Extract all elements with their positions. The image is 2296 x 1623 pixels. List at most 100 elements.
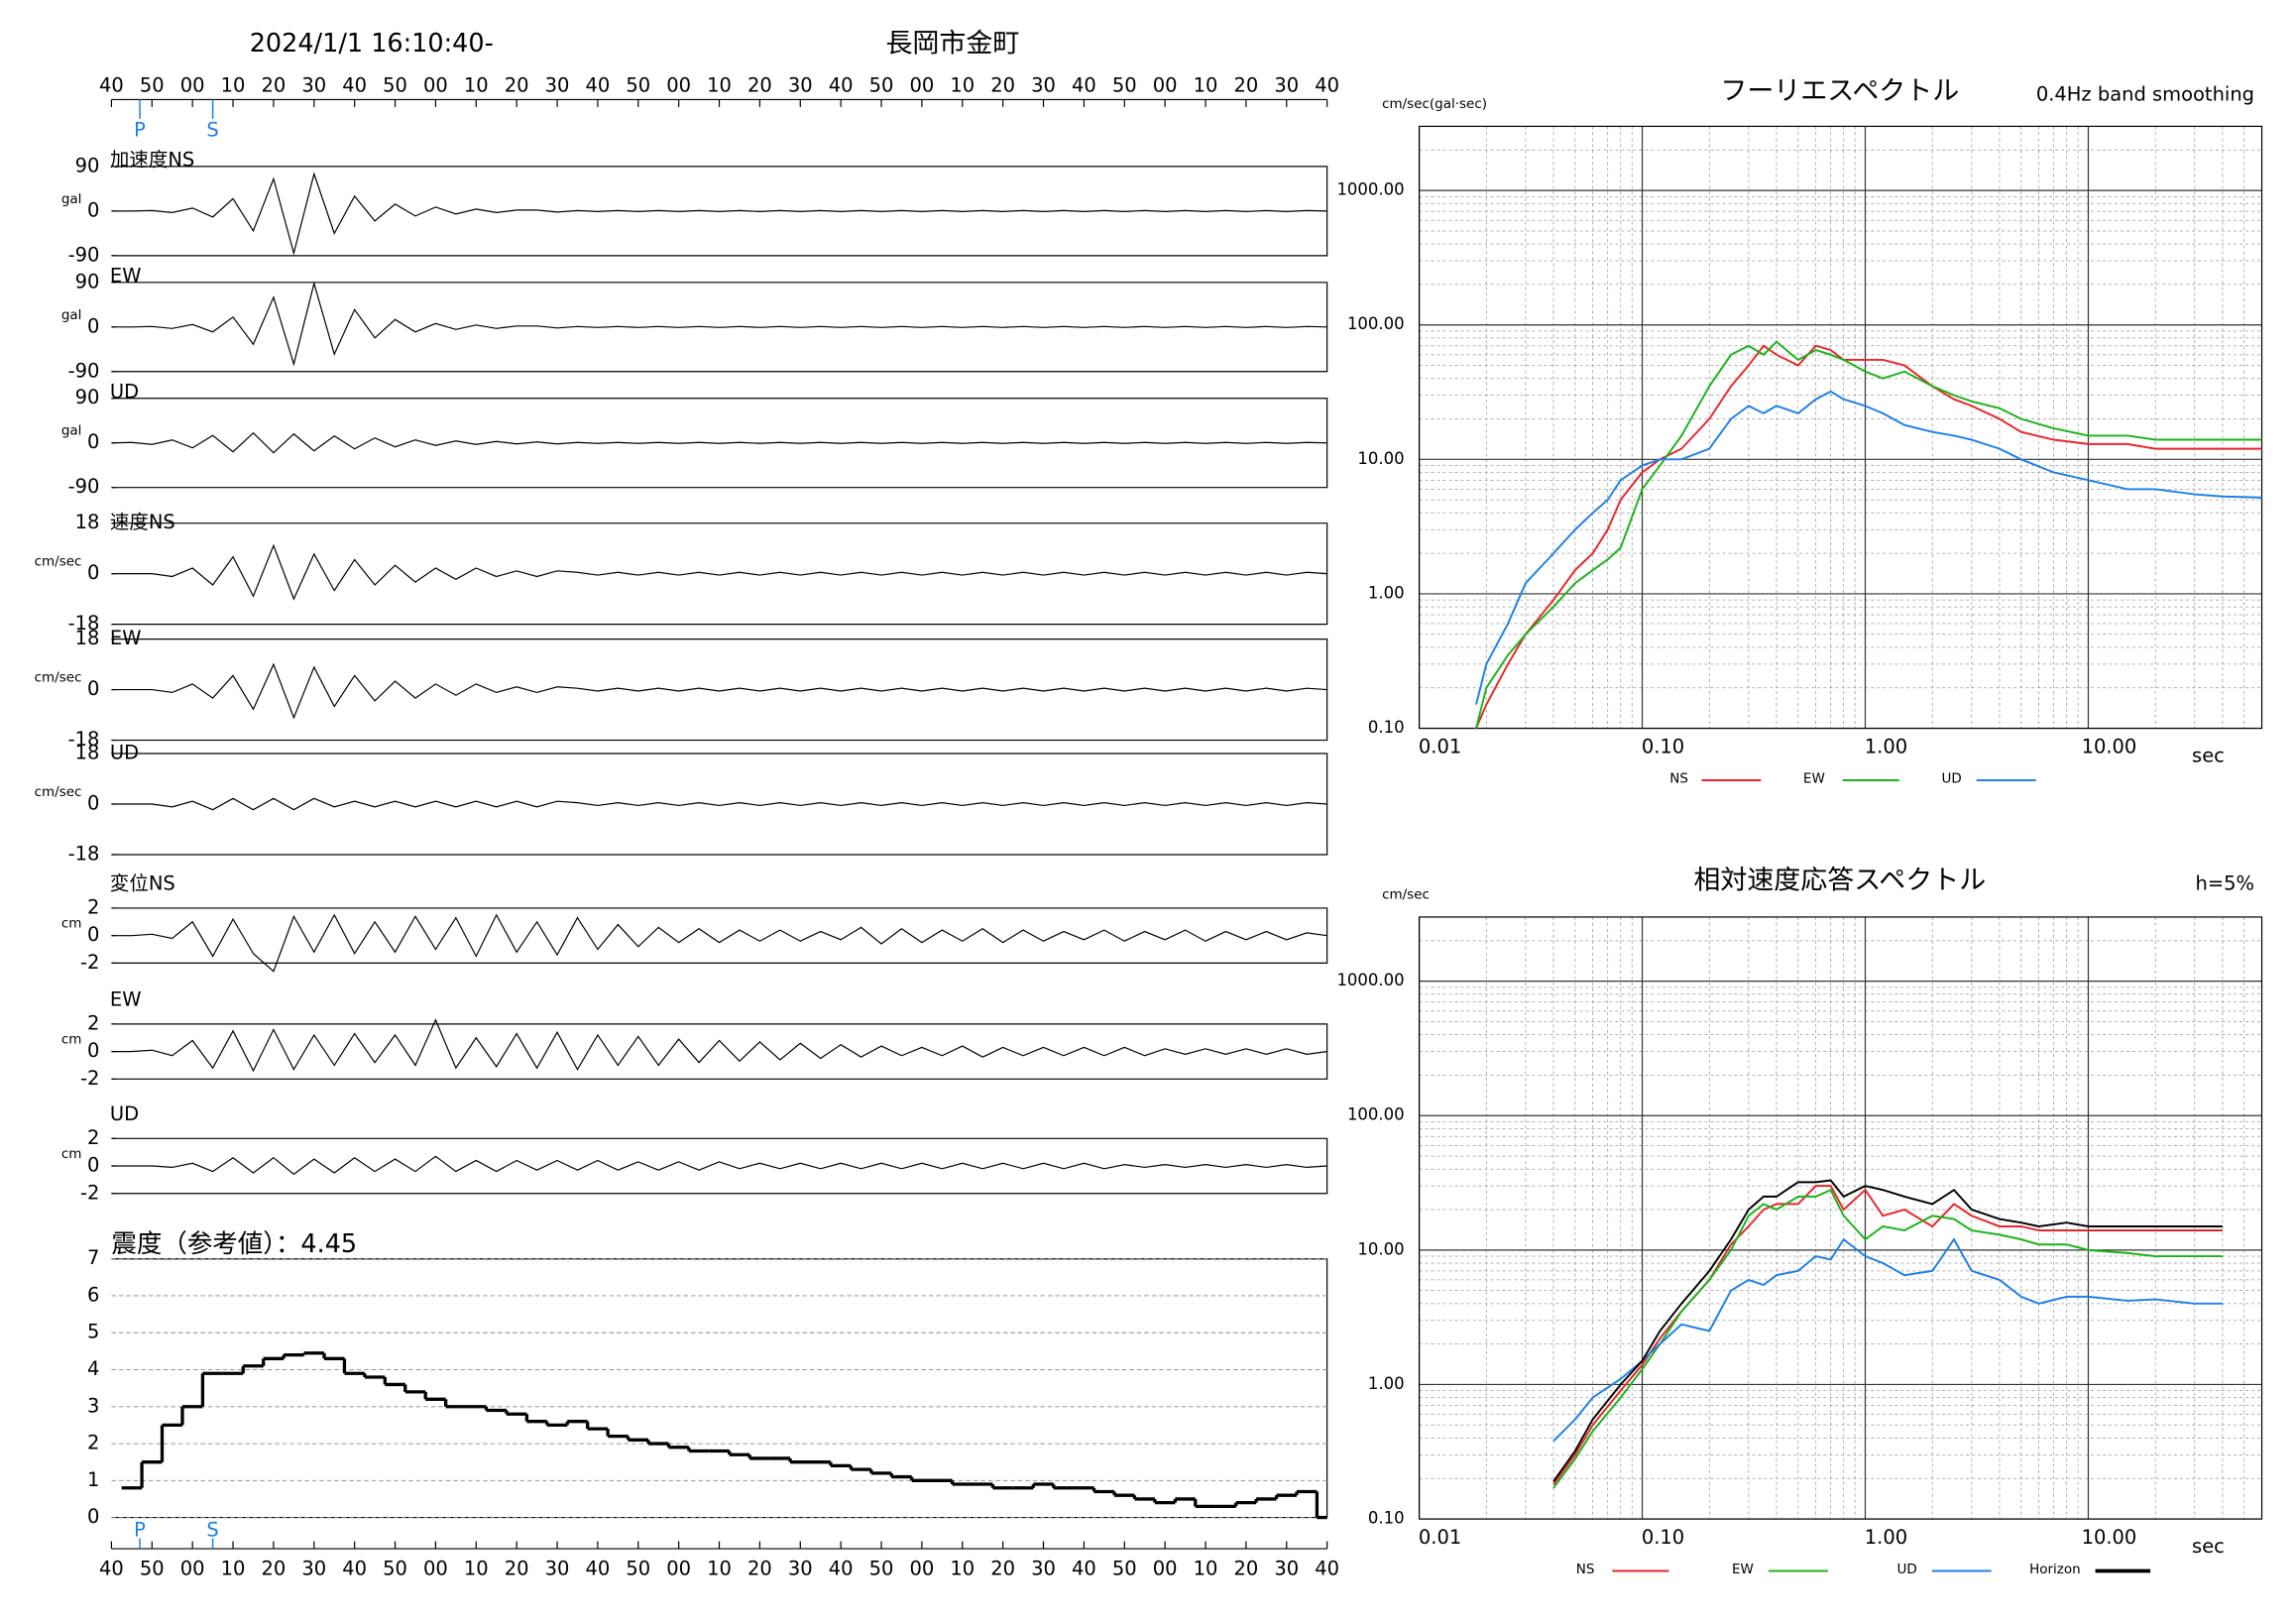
plot-frame — [1418, 916, 2263, 1520]
x-tick-label: 1.00 — [1865, 736, 1907, 758]
time-tick-label: 50 — [869, 73, 894, 96]
y-tick-label: -2 — [80, 951, 99, 974]
time-tick-label: 40 — [1315, 73, 1339, 96]
y-tick-label: -18 — [68, 728, 100, 751]
time-tick-label: 50 — [626, 73, 650, 96]
time-tick-label: 50 — [140, 73, 165, 96]
waveform — [111, 913, 1327, 973]
phase-label: S — [206, 118, 218, 141]
datetime: 2024/1/1 16:10:40- — [250, 29, 494, 58]
time-tick-label: 20 — [990, 1558, 1015, 1580]
y-tick-label: 18 — [75, 627, 100, 649]
y-tick-label: 2 — [87, 1126, 99, 1149]
y-tick-label: -18 — [68, 842, 100, 865]
x-tick-label: 0.10 — [1642, 736, 1684, 758]
unit-label: cm — [61, 916, 82, 932]
time-tick-label: 20 — [1233, 1558, 1258, 1580]
time-tick-label: 20 — [505, 73, 529, 96]
y-tick-label: 1 — [87, 1468, 99, 1491]
station-name: 長岡市金町 — [885, 28, 1019, 58]
spectrum-line — [1552, 1237, 2223, 1443]
time-tick-label: 40 — [829, 1558, 854, 1580]
legend-label: Horizon — [2029, 1562, 2081, 1577]
time-tick-label: 40 — [1072, 73, 1096, 96]
time-tick-label: 00 — [180, 73, 205, 96]
time-tick-label: 40 — [586, 73, 611, 96]
y-tick-label: 3 — [87, 1394, 99, 1417]
legend-label: NS — [1576, 1562, 1595, 1577]
waveform — [111, 1018, 1327, 1073]
time-tick-label: 40 — [829, 73, 854, 96]
x-tick-label: 0.01 — [1419, 736, 1461, 758]
time-tick-label: 20 — [505, 1558, 529, 1580]
time-tick-label: 30 — [301, 73, 326, 96]
time-tick-label: 00 — [910, 73, 935, 96]
panel-frame — [111, 1137, 1328, 1195]
spectrum-line — [1552, 1185, 2223, 1486]
panel-label: EW — [110, 264, 142, 287]
y-tick-label: 0 — [87, 677, 99, 700]
panel-frame — [111, 638, 1328, 742]
time-tick-label: 10 — [707, 1558, 732, 1580]
waveform — [111, 797, 1327, 811]
unit-label: cm/sec — [35, 670, 82, 686]
x-tick-label: 10.00 — [2082, 736, 2137, 758]
y-tick-label: -90 — [68, 243, 100, 266]
time-tick-label: 40 — [1315, 1558, 1339, 1580]
unit-label: cm — [61, 1146, 82, 1162]
unit-label: cm — [61, 1032, 82, 1048]
time-tick-label: 10 — [464, 73, 489, 96]
x-tick-label: 10.00 — [2082, 1526, 2137, 1549]
phase-label: P — [134, 118, 146, 141]
spectrum-title: 相対速度応答スペクトル — [1693, 865, 1986, 895]
time-tick-label: 40 — [342, 1558, 367, 1580]
y-tick-label: 100.00 — [1347, 1105, 1405, 1124]
time-tick-label: 10 — [950, 73, 975, 96]
panel-frame — [111, 282, 1328, 373]
time-tick-label: 00 — [666, 1558, 691, 1580]
panel-label: 加速度NS — [110, 148, 194, 171]
y-tick-label: 0 — [87, 1154, 99, 1177]
time-tick-label: 00 — [423, 73, 448, 96]
time-tick-label: 20 — [1233, 73, 1258, 96]
time-tick-label: 30 — [1031, 73, 1056, 96]
y-tick-label: 18 — [75, 511, 100, 533]
time-tick-label: 00 — [910, 1558, 935, 1580]
y-tick-label: 2 — [87, 1432, 99, 1454]
y-tick-label: 10.00 — [1357, 1239, 1404, 1258]
time-tick-label: 30 — [1274, 1558, 1299, 1580]
y-tick-label: 0 — [87, 561, 99, 584]
time-tick-label: 30 — [1031, 1558, 1056, 1580]
y-tick-label: 0 — [87, 314, 99, 337]
time-tick-label: 50 — [626, 1558, 650, 1580]
time-tick-label: 30 — [545, 1558, 570, 1580]
y-tick-label: 0.10 — [1368, 1509, 1405, 1528]
panel-frame — [111, 522, 1328, 626]
x-tick-label: 0.01 — [1419, 1526, 1461, 1549]
phase-label: P — [134, 1519, 146, 1542]
time-tick-label: 30 — [788, 1558, 813, 1580]
y-tick-label: 90 — [75, 386, 100, 408]
time-tick-label: 30 — [545, 73, 570, 96]
y-tick-label: 2 — [87, 1011, 99, 1034]
y-axis-label: cm/sec(gal·sec) — [1382, 96, 1487, 112]
y-tick-label: 10.00 — [1357, 449, 1404, 468]
y-tick-label: -2 — [80, 1067, 99, 1090]
time-tick-label: 10 — [464, 1558, 489, 1580]
y-tick-label: 0 — [87, 792, 99, 815]
time-tick-label: 40 — [99, 73, 124, 96]
panel-label: EW — [110, 627, 142, 649]
time-tick-label: 10 — [221, 1558, 246, 1580]
time-tick-label: 10 — [950, 1558, 975, 1580]
spectrum-subtitle: 0.4Hz band smoothing — [2036, 82, 2254, 105]
y-tick-label: 1000.00 — [1336, 971, 1404, 989]
y-tick-label: 18 — [75, 742, 100, 764]
waveform — [111, 662, 1327, 720]
time-tick-label: 20 — [262, 1558, 287, 1580]
x-axis-label: sec — [2192, 1535, 2225, 1558]
time-tick-label: 40 — [342, 73, 367, 96]
spectrum-line — [1552, 1188, 2223, 1489]
y-tick-label: 90 — [75, 154, 100, 176]
time-tick-label: 40 — [586, 1558, 611, 1580]
time-tick-label: 00 — [423, 1558, 448, 1580]
